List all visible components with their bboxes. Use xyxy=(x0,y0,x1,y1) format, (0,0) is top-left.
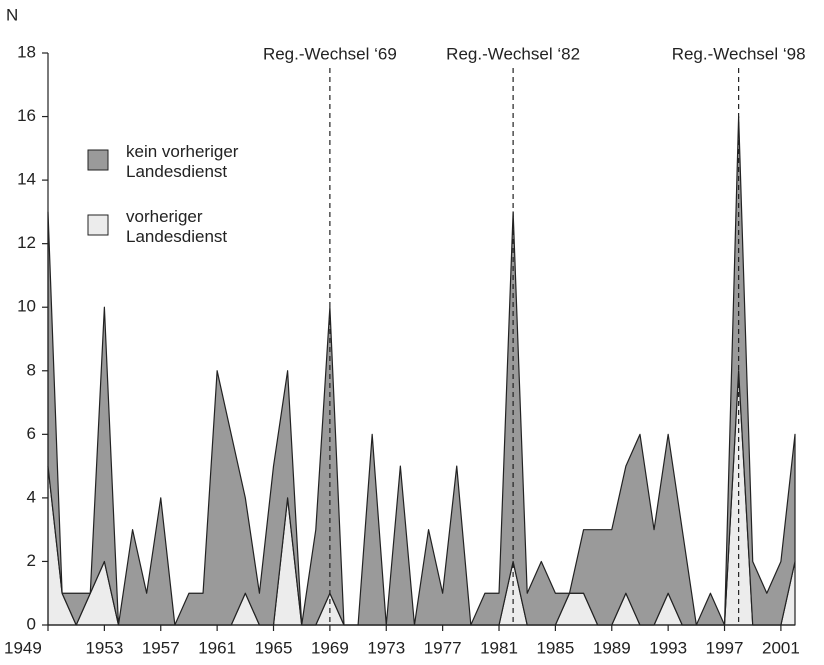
y-tick-label: 6 xyxy=(27,424,36,443)
x-tick-label: 1997 xyxy=(706,638,744,657)
x-tick-label: 1961 xyxy=(198,638,236,657)
legend-label: vorheriger Landesdienst xyxy=(126,207,228,246)
x-tick-label: 1969 xyxy=(311,638,349,657)
x-tick-label: 1965 xyxy=(255,638,293,657)
x-tick-label: 1949 xyxy=(4,638,42,657)
y-tick-label: 16 xyxy=(17,106,36,125)
x-tick-label: 1985 xyxy=(536,638,574,657)
annotation-text: Reg.-Wechsel ‘98 xyxy=(672,44,806,63)
y-tick-label: 18 xyxy=(17,42,36,61)
y-axis-label: N xyxy=(6,5,18,24)
x-tick-label: 1953 xyxy=(85,638,123,657)
y-tick-label: 8 xyxy=(27,360,36,379)
y-tick-label: 14 xyxy=(17,170,36,189)
y-tick-label: 12 xyxy=(17,233,36,252)
x-tick-label: 1993 xyxy=(649,638,687,657)
y-tick-label: 4 xyxy=(27,487,36,506)
x-tick-label: 1989 xyxy=(593,638,631,657)
area xyxy=(47,115,796,626)
x-tick-label: 1973 xyxy=(367,638,405,657)
legend-swatch xyxy=(87,149,109,171)
legend-label: kein vorheriger Landesdienst xyxy=(126,142,239,181)
x-tick-label: 1981 xyxy=(480,638,518,657)
x-tick-label: 2001 xyxy=(762,638,800,657)
y-tick-label: 10 xyxy=(17,297,36,316)
x-tick-label: 1957 xyxy=(142,638,180,657)
annotation-text: Reg.-Wechsel ‘69 xyxy=(263,44,397,63)
x-tick-label: 1977 xyxy=(424,638,462,657)
y-tick-label: 2 xyxy=(27,551,36,570)
legend-swatch xyxy=(87,214,109,236)
annotation-text: Reg.-Wechsel ‘82 xyxy=(446,44,580,63)
y-tick-label: 0 xyxy=(27,614,36,633)
